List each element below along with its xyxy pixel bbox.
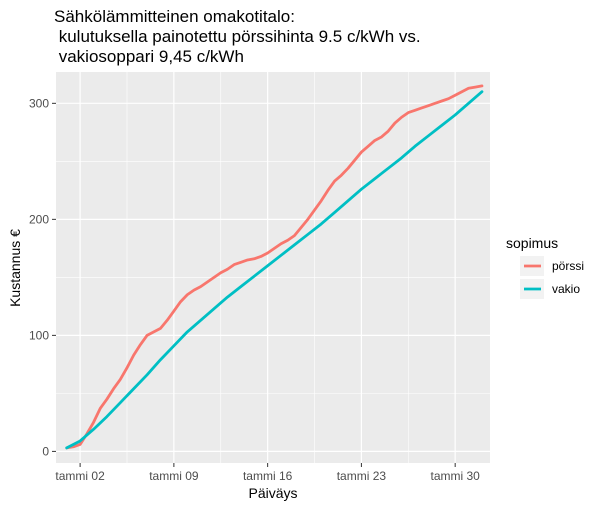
major-gridlines [56,72,490,463]
legend-items: pörssi vakio [520,256,584,299]
legend-label-vakio: vakio [552,282,580,296]
chart-title: Sähkölämmitteinen omakotitalo: kulutukse… [54,7,421,66]
y-axis: 0 100 200 300 [29,96,56,458]
chart-title-line-3: vakiosoppari 9,45 c/kWh [54,47,244,66]
x-axis: tammi 02 tammi 09 tammi 16 tammi 23 tammi 30 [55,463,480,483]
plot-panel [56,72,490,463]
chart-title-line-1: Sähkölämmitteinen omakotitalo: [54,7,295,26]
y-tick-label: 100 [29,328,49,342]
legend-label-pörssi: pörssi [552,259,584,273]
x-tick-label: tammi 23 [337,469,387,483]
legend-title: sopimus [506,235,558,251]
y-tick-label: 200 [29,212,49,226]
x-tick-label: tammi 09 [149,469,199,483]
legend: sopimus pörssi vakio [506,235,584,299]
x-tick-label: tammi 02 [55,469,105,483]
y-axis-title: Kustannus € [7,229,23,307]
x-axis-title: Päiväys [248,485,297,501]
x-tick-label: tammi 16 [243,469,293,483]
chart-title-line-2: kulutuksella painotettu pörssihinta 9.5 … [54,27,421,46]
y-tick-label: 300 [29,96,49,110]
series-line-vakio [65,90,484,450]
y-tick-label: 0 [42,444,49,458]
series-line-pörssi [65,84,484,450]
x-tick-label: tammi 30 [430,469,480,483]
series-lines [65,84,484,450]
